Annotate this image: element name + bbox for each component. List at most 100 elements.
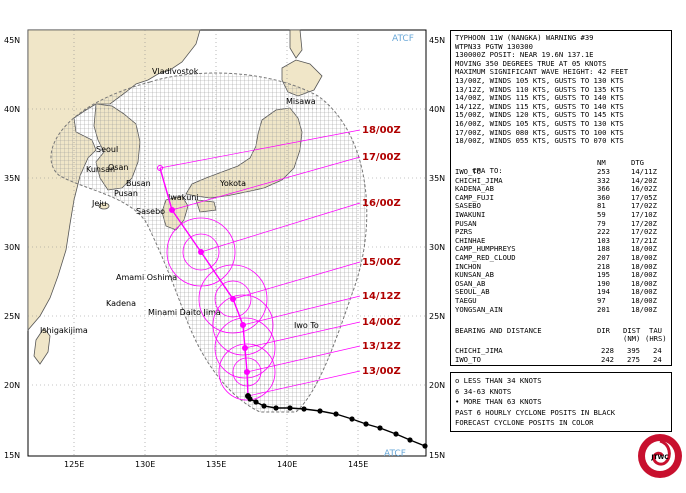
bearing-dir: 228 bbox=[601, 346, 614, 355]
cpa-distance: 59 bbox=[597, 210, 606, 219]
cpa-time: 18/00Z bbox=[631, 296, 657, 305]
bearing-location: CHICHI_JIMA bbox=[455, 346, 503, 355]
place-label: Jeju bbox=[91, 199, 107, 208]
cpa-distance: 97 bbox=[597, 296, 606, 305]
cpa-header: CPA TO: bbox=[455, 159, 502, 184]
cpa-time: 17/21Z bbox=[631, 235, 657, 245]
cpa-distance: 81 bbox=[597, 201, 606, 211]
forecast-radii bbox=[166, 217, 276, 401]
cpa-location: KUNSAN_AB bbox=[455, 270, 494, 280]
place-label: Iwakuni bbox=[168, 193, 199, 202]
lon-label: 135E bbox=[206, 460, 226, 469]
cpa-location: INCHON bbox=[455, 261, 481, 271]
place-label: Iwo To bbox=[294, 321, 319, 330]
place-label: Seoul bbox=[96, 145, 118, 154]
place-label: Osan bbox=[108, 163, 128, 172]
bearing-header-dist: DIST bbox=[623, 326, 641, 335]
cpa-distance: 79 bbox=[597, 218, 606, 228]
cpa-location: TAEGU bbox=[455, 296, 477, 305]
lon-label: 145E bbox=[348, 460, 368, 469]
warning-panel: TYPHOON 11W (NANGKA) WARNING #39 WTPN33 P… bbox=[450, 30, 672, 366]
lon-label: 140E bbox=[277, 460, 297, 469]
danger-area bbox=[50, 72, 368, 413]
cpa-distance: 195 bbox=[597, 270, 610, 280]
cpa-time: 17/20Z bbox=[631, 218, 657, 228]
cpa-time: 17/05Z bbox=[631, 192, 657, 202]
bearing-title: BEARING AND DISTANCE bbox=[455, 326, 542, 335]
place-label: Busan bbox=[126, 179, 151, 188]
place-label: Yokota bbox=[219, 179, 246, 188]
place-label: Kunsan bbox=[86, 165, 115, 174]
lon-label: 130E bbox=[135, 460, 155, 469]
legend-panel: o LESS THAN 34 KNOTS 6 34-63 KNOTS • MORE … bbox=[450, 372, 672, 432]
cpa-location: CHINHAE bbox=[455, 235, 486, 245]
warning-line: TYPHOON 11W (NANGKA) WARNING #39 bbox=[455, 33, 594, 42]
warning-line: 18/00Z, WINDS 055 KTS, GUSTS TO 070 KTS bbox=[455, 136, 624, 146]
forecast-time-label: 16/00Z bbox=[362, 198, 401, 209]
cpa-location: PZRS bbox=[455, 227, 473, 237]
cpa-location: IWO_TO bbox=[455, 167, 481, 176]
cpa-location: KADENA_AB bbox=[455, 184, 494, 194]
atcf-mark: ATCF bbox=[392, 34, 414, 44]
cpa-distance: 253 bbox=[597, 167, 610, 176]
cpa-time: 18/00Z bbox=[631, 244, 657, 254]
warning-line: 16/00Z, WINDS 105 KTS, GUSTS TO 130 KTS bbox=[455, 119, 624, 128]
cpa-location: CAMP_FUJI bbox=[455, 192, 494, 202]
cpa-location: PUSAN bbox=[455, 218, 477, 228]
place-label: Minami Daito Jima bbox=[148, 308, 221, 317]
cpa-distance: 360 bbox=[597, 192, 610, 202]
cpa-time: 18/00Z bbox=[631, 304, 657, 314]
lat-label: 45N bbox=[4, 36, 20, 45]
warning-line: MAXIMUM SIGNIFICANT WAVE HEIGHT: 42 FEET bbox=[455, 67, 629, 77]
cpa-distance: 222 bbox=[597, 227, 610, 237]
place-label: Sasebo bbox=[136, 207, 165, 216]
legend-line: 6 34-63 KNOTS bbox=[455, 386, 512, 396]
cpa-time: 18/00Z bbox=[631, 253, 657, 262]
cpa-distance: 190 bbox=[597, 278, 610, 288]
warning-line: WTPN33 PGTW 130300 bbox=[455, 41, 533, 51]
warning-line: 13/12Z, WINDS 110 KTS, GUSTS TO 135 KTS bbox=[455, 84, 624, 94]
cpa-distance: 218 bbox=[597, 261, 610, 271]
legend-line: o LESS THAN 34 KNOTS bbox=[455, 376, 542, 385]
lat-label: 40N bbox=[4, 105, 20, 114]
logo-text: JTWC bbox=[650, 454, 669, 461]
place-label: Ishigakijima bbox=[40, 326, 88, 335]
cpa-time: 14/20Z bbox=[631, 175, 657, 185]
lon-label: 125E bbox=[64, 460, 84, 469]
bearing-tau: 24 bbox=[653, 354, 662, 364]
cpa-time: 16/02Z bbox=[631, 184, 657, 194]
cpa-time: 18/00Z bbox=[631, 287, 657, 297]
cpa-location: CHICHI_JIMA bbox=[455, 175, 503, 185]
forecast-time-label: 13/12Z bbox=[362, 341, 401, 352]
legend-line: FORECAST CYCLONE POSITS IN COLOR bbox=[455, 418, 594, 427]
bearing-header-tau: TAU bbox=[649, 326, 662, 335]
cpa-time: 14/11Z bbox=[631, 167, 657, 176]
lat-label: 20N bbox=[4, 381, 20, 390]
place-label: Pusan bbox=[114, 189, 138, 198]
cpa-distance: 188 bbox=[597, 244, 610, 254]
cpa-distance: 207 bbox=[597, 253, 610, 262]
past-positions bbox=[245, 393, 428, 449]
lat-label: 25N bbox=[4, 312, 20, 321]
cpa-time: 18/00Z bbox=[631, 278, 657, 288]
forecast-time-label: 13/00Z bbox=[362, 366, 401, 377]
bearing-sub-nm: (NM) bbox=[623, 334, 641, 343]
cpa-location: OSAN_AB bbox=[455, 278, 486, 288]
bearing-location: IWO_TO bbox=[455, 354, 481, 364]
cpa-time: 18/00Z bbox=[631, 270, 657, 280]
bearing-tau: 24 bbox=[653, 346, 662, 355]
cpa-time: 17/02Z bbox=[631, 227, 657, 237]
forecast-time-label: 18/00Z bbox=[362, 125, 401, 136]
cpa-distance: 103 bbox=[597, 235, 610, 245]
cpa-distance: 332 bbox=[597, 175, 610, 185]
bearing-dist: 395 bbox=[627, 346, 640, 355]
warning-line: 17/00Z, WINDS 080 KTS, GUSTS TO 100 KTS bbox=[455, 127, 624, 137]
cpa-location: CAMP_HUMPHREYS bbox=[455, 244, 516, 254]
lat-label: 30N bbox=[429, 243, 445, 252]
lat-label: 30N bbox=[4, 243, 20, 252]
cpa-distance: 201 bbox=[597, 304, 610, 314]
cpa-location: SEOUL_AB bbox=[455, 287, 490, 297]
lat-label: 35N bbox=[429, 174, 445, 183]
cpa-location: SASEBO bbox=[455, 201, 481, 211]
